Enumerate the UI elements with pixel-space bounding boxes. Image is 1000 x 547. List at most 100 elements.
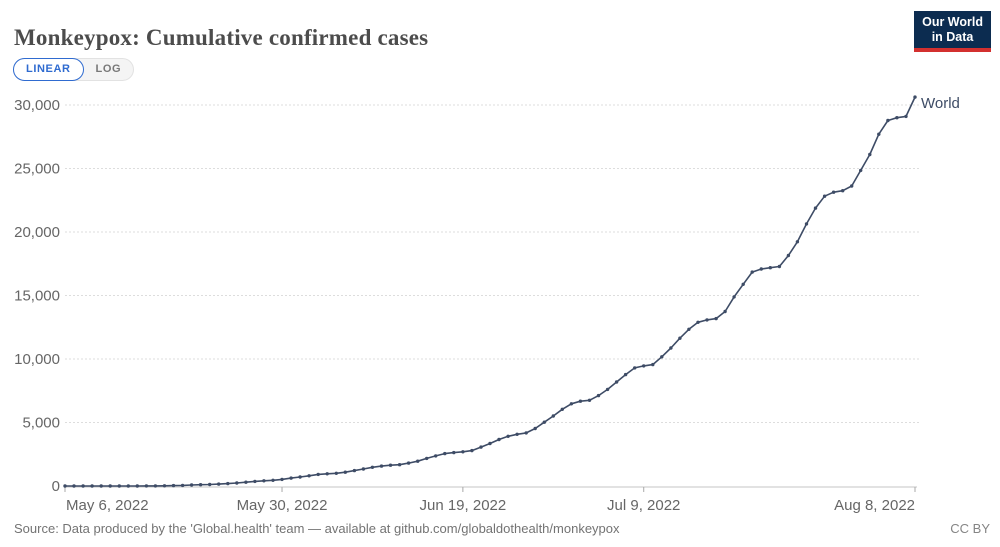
data-point xyxy=(705,318,709,322)
data-point xyxy=(416,459,420,463)
data-point xyxy=(533,426,537,431)
data-point xyxy=(795,240,800,244)
data-point xyxy=(289,476,293,480)
data-point xyxy=(904,114,908,119)
data-point xyxy=(189,483,194,487)
data-point xyxy=(244,480,248,484)
data-point xyxy=(542,420,546,424)
data-point xyxy=(198,483,203,487)
data-point xyxy=(786,253,791,258)
data-point xyxy=(669,346,673,350)
data-point xyxy=(117,484,122,488)
data-point xyxy=(895,116,899,120)
data-point xyxy=(804,222,809,226)
x-tick-label: May 6, 2022 xyxy=(66,497,149,514)
y-tick-label: 5,000 xyxy=(22,415,60,432)
source-text: Source: Data produced by the 'Global.hea… xyxy=(14,521,620,536)
x-tick-label: May 30, 2022 xyxy=(237,497,328,514)
page-title: Monkeypox: Cumulative confirmed cases xyxy=(14,25,429,51)
owid-logo-line2: in Data xyxy=(931,30,974,44)
data-point xyxy=(850,184,854,188)
x-tick-label: Aug 8, 2022 xyxy=(834,497,915,514)
data-point xyxy=(723,309,727,314)
data-point xyxy=(913,95,917,99)
data-point xyxy=(660,355,664,359)
data-point xyxy=(81,484,85,488)
data-point xyxy=(506,434,510,438)
data-point xyxy=(470,448,474,453)
data-point xyxy=(307,474,311,478)
data-point xyxy=(614,380,619,384)
data-point xyxy=(750,270,754,274)
data-point xyxy=(560,407,564,411)
data-point xyxy=(515,432,519,436)
data-point xyxy=(361,467,366,471)
data-point xyxy=(831,190,836,194)
data-point xyxy=(587,398,592,402)
data-point xyxy=(298,475,302,479)
data-point xyxy=(262,479,266,483)
data-point xyxy=(623,372,628,377)
data-point xyxy=(63,484,67,488)
x-tick-label: Jun 19, 2022 xyxy=(419,497,506,514)
data-point xyxy=(551,414,555,418)
data-point xyxy=(605,387,610,392)
data-point xyxy=(859,168,863,173)
data-point xyxy=(235,481,239,485)
data-point xyxy=(208,482,212,487)
chart-footer: Source: Data produced by the 'Global.hea… xyxy=(14,521,990,536)
data-point xyxy=(144,484,149,488)
data-point xyxy=(633,366,637,370)
log-scale-button[interactable]: LOG xyxy=(84,58,134,81)
data-point xyxy=(714,316,718,321)
data-point xyxy=(180,483,185,488)
data-point xyxy=(578,399,583,403)
data-point xyxy=(497,437,501,442)
linear-scale-button[interactable]: LINEAR xyxy=(13,58,84,81)
data-point xyxy=(334,471,338,475)
data-point xyxy=(271,478,275,482)
y-tick-label: 0 xyxy=(52,478,60,495)
data-point xyxy=(397,463,402,467)
data-point xyxy=(217,482,221,486)
data-point xyxy=(388,463,393,467)
owid-logo: Our World in Data xyxy=(914,11,991,52)
data-point xyxy=(126,484,130,488)
data-point xyxy=(596,393,601,398)
data-point xyxy=(443,451,447,456)
y-tick-label: 15,000 xyxy=(14,288,60,305)
data-point xyxy=(822,194,827,198)
series-label-world: World xyxy=(921,95,960,112)
data-point xyxy=(280,477,284,482)
data-point xyxy=(524,431,528,435)
data-point xyxy=(479,445,483,449)
y-tick-label: 25,000 xyxy=(14,161,60,178)
data-point xyxy=(452,450,456,455)
data-point xyxy=(877,132,881,136)
data-point xyxy=(569,402,574,406)
data-point xyxy=(886,118,890,123)
y-tick-label: 30,000 xyxy=(14,97,60,114)
data-point xyxy=(841,189,845,193)
chart-canvas[interactable]: 0 5,000 10,000 15,000 20,000 25,000 30,000 May … xyxy=(0,0,1000,517)
data-point xyxy=(425,456,429,461)
data-point xyxy=(759,267,763,271)
x-tick-label: Jul 9, 2022 xyxy=(607,497,680,514)
data-point xyxy=(696,320,700,324)
data-point xyxy=(678,336,682,340)
data-point xyxy=(171,483,176,488)
data-point xyxy=(316,472,320,477)
y-tick-label: 20,000 xyxy=(14,224,60,241)
owid-logo-line1: Our World xyxy=(922,15,983,29)
world-series-line xyxy=(65,96,916,487)
data-point xyxy=(343,470,347,474)
data-point xyxy=(90,484,94,488)
data-point xyxy=(741,282,745,286)
data-point xyxy=(687,327,691,331)
data-point xyxy=(325,472,329,476)
data-point xyxy=(768,266,772,270)
y-tick-label: 10,000 xyxy=(14,351,60,368)
data-point xyxy=(379,464,384,468)
data-point xyxy=(813,206,818,210)
